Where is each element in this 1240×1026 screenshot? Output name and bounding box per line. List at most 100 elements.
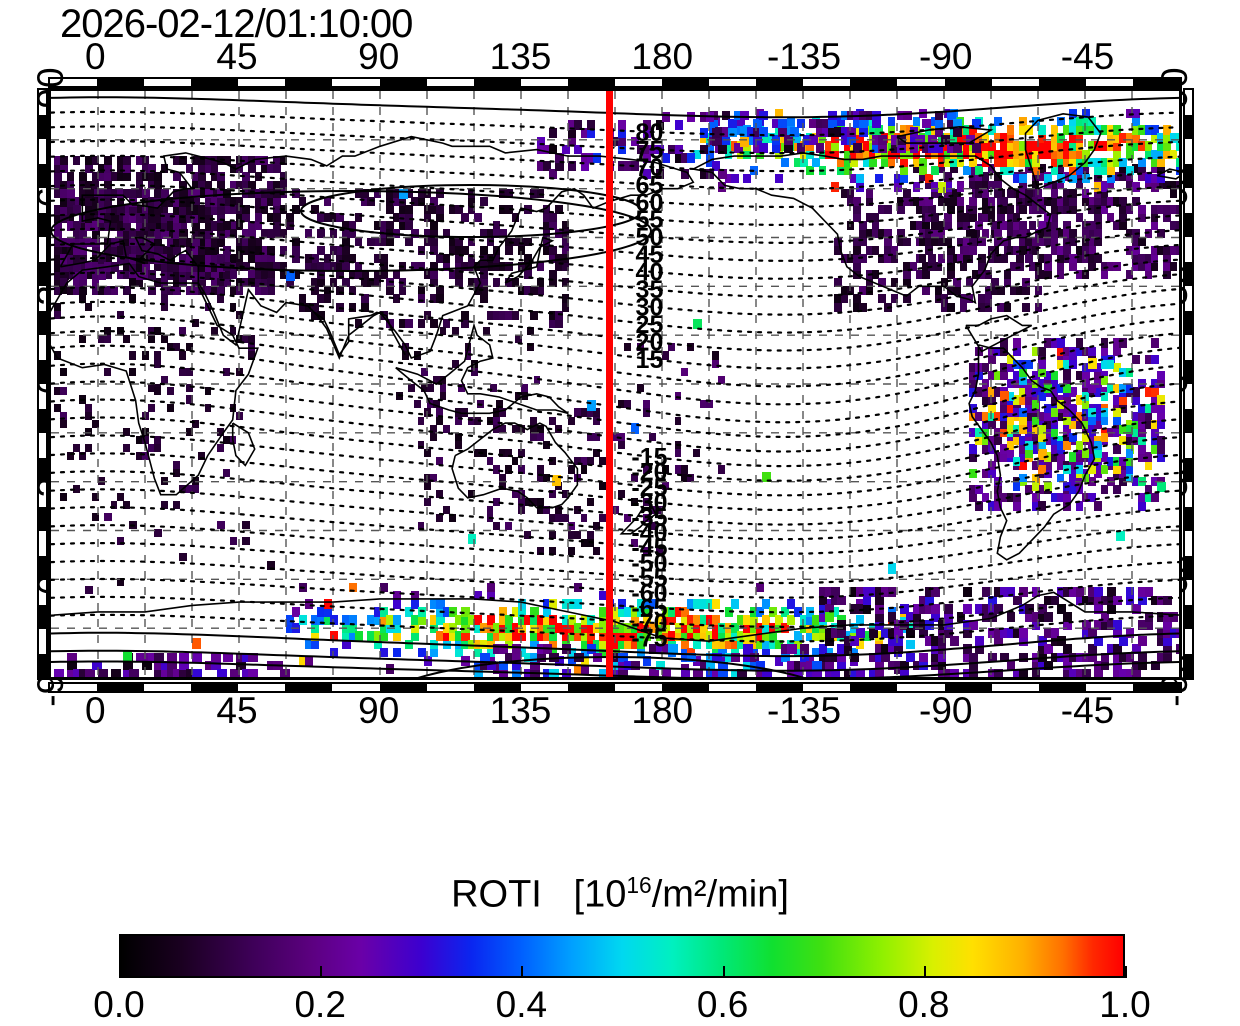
- roti-cell: [499, 481, 506, 490]
- roti-cell: [267, 278, 275, 288]
- ruler-segment: [1185, 408, 1192, 433]
- roti-cell: [987, 501, 996, 511]
- roti-cell: [129, 668, 140, 677]
- roti-cell: [962, 237, 971, 247]
- roti-cell: [210, 327, 218, 336]
- roti-cell: [54, 278, 62, 288]
- roti-cell: [1132, 411, 1140, 422]
- roti-cell: [408, 384, 416, 393]
- roti-cell: [166, 245, 175, 255]
- colorbar-tick: [722, 966, 725, 978]
- x-tick-label: -90: [919, 690, 973, 731]
- roti-cell: [304, 229, 313, 239]
- roti-cell: [192, 419, 199, 428]
- roti-cell: [1069, 253, 1077, 263]
- roti-cell: [1150, 245, 1159, 255]
- roti-cell: [135, 270, 144, 280]
- roti-cell: [354, 318, 363, 328]
- roti-cell: [1169, 149, 1178, 159]
- colorbar-gradient[interactable]: [119, 934, 1125, 978]
- roti-cell: [831, 607, 840, 617]
- roti-cell: [881, 628, 891, 638]
- roti-cell: [1003, 302, 1012, 312]
- magnetic-latitude-label: 20: [636, 329, 664, 357]
- roti-cell: [981, 468, 990, 478]
- roti-cell: [944, 237, 952, 247]
- roti-cell: [267, 213, 275, 223]
- roti-cell: [98, 188, 106, 198]
- roti-cell: [110, 204, 119, 215]
- roti-cell: [884, 204, 892, 214]
- roti-cell: [104, 164, 112, 174]
- roti-cell: [486, 590, 495, 601]
- roti-cell: [323, 196, 332, 206]
- roti-cell: [931, 603, 941, 614]
- roti-cell: [1056, 261, 1065, 271]
- roti-cell: [662, 481, 669, 490]
- roti-cell: [818, 587, 828, 598]
- roti-cell: [430, 204, 438, 214]
- roti-cell: [1056, 149, 1065, 159]
- roti-cell: [154, 261, 162, 271]
- roti-cell: [643, 631, 652, 642]
- roti-cell: [1150, 387, 1159, 397]
- roti-cell: [135, 172, 144, 182]
- auroral-oval-contour: [300, 184, 642, 238]
- roti-cell: [129, 294, 137, 303]
- roti-cell: [940, 278, 949, 288]
- roti-cell: [975, 172, 983, 182]
- roti-cell: [1056, 636, 1066, 647]
- roti-cell: [1113, 395, 1122, 405]
- roti-cell: [931, 237, 939, 247]
- coastline: [692, 152, 1052, 305]
- roti-cell: [1063, 359, 1071, 369]
- roti-cell: [98, 221, 107, 231]
- roti-cell: [987, 603, 997, 614]
- roti-cell: [179, 221, 187, 231]
- coastline: [968, 344, 1096, 561]
- roti-cell: [499, 607, 508, 617]
- roti-cell: [354, 631, 364, 642]
- roti-cell: [1100, 346, 1109, 356]
- roti-cell: [1150, 133, 1159, 143]
- roti-cell: [286, 278, 294, 288]
- roti-cell: [392, 647, 401, 658]
- roti-cell: [1069, 403, 1078, 413]
- magnetic-latitude-label: -25: [631, 474, 667, 502]
- roti-cell: [1012, 628, 1022, 638]
- roti-cell: [455, 416, 463, 425]
- roti-cell: [1069, 452, 1078, 462]
- roti-cell: [944, 157, 952, 168]
- roti-cell: [192, 180, 200, 190]
- roti-cell: [680, 473, 688, 482]
- roti-cell: [361, 278, 369, 288]
- roti-cell: [981, 436, 990, 446]
- roti-cell: [1150, 436, 1159, 446]
- roti-cell: [655, 644, 666, 655]
- roti-cell: [1006, 354, 1015, 365]
- roti-cell: [110, 668, 121, 677]
- roti-cell: [718, 631, 727, 642]
- roti-cell: [1125, 384, 1134, 393]
- roti-cell: [455, 440, 463, 450]
- roti-cell: [511, 489, 519, 498]
- roti-cell: [1031, 172, 1040, 182]
- roti-cell: [687, 615, 696, 625]
- roti-cell: [354, 213, 363, 223]
- roti-cell: [536, 631, 545, 642]
- roti-cell: [568, 465, 575, 474]
- roti-cell: [549, 416, 557, 425]
- roti-cell: [1006, 133, 1015, 143]
- roti-cell: [687, 473, 694, 482]
- magnetic-latitude-contour: [51, 524, 1179, 570]
- roti-cell: [922, 261, 930, 271]
- roti-cell: [380, 221, 388, 231]
- roti-cell: [298, 294, 307, 304]
- roti-cell: [386, 615, 395, 625]
- roti-world-map[interactable]: 80 75 70 65 60 55 50 45 40 35 30 25 20 15 -15 -20 -25 -30…: [48, 88, 1182, 680]
- roti-cell: [129, 367, 137, 376]
- roti-cell: [542, 213, 551, 223]
- roti-cell: [1081, 346, 1090, 356]
- roti-cell: [662, 152, 671, 163]
- roti-cell: [793, 157, 802, 168]
